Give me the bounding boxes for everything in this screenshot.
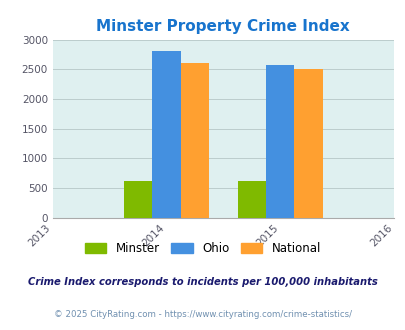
Bar xyxy=(265,65,294,218)
Title: Minster Property Crime Index: Minster Property Crime Index xyxy=(96,19,349,34)
Bar xyxy=(180,63,209,218)
Bar xyxy=(237,181,265,218)
Bar xyxy=(294,69,322,218)
Text: Crime Index corresponds to incidents per 100,000 inhabitants: Crime Index corresponds to incidents per… xyxy=(28,278,377,287)
Legend: Minster, Ohio, National: Minster, Ohio, National xyxy=(81,239,324,259)
Text: © 2025 CityRating.com - https://www.cityrating.com/crime-statistics/: © 2025 CityRating.com - https://www.city… xyxy=(54,310,351,319)
Bar xyxy=(152,51,180,218)
Bar xyxy=(124,181,152,218)
